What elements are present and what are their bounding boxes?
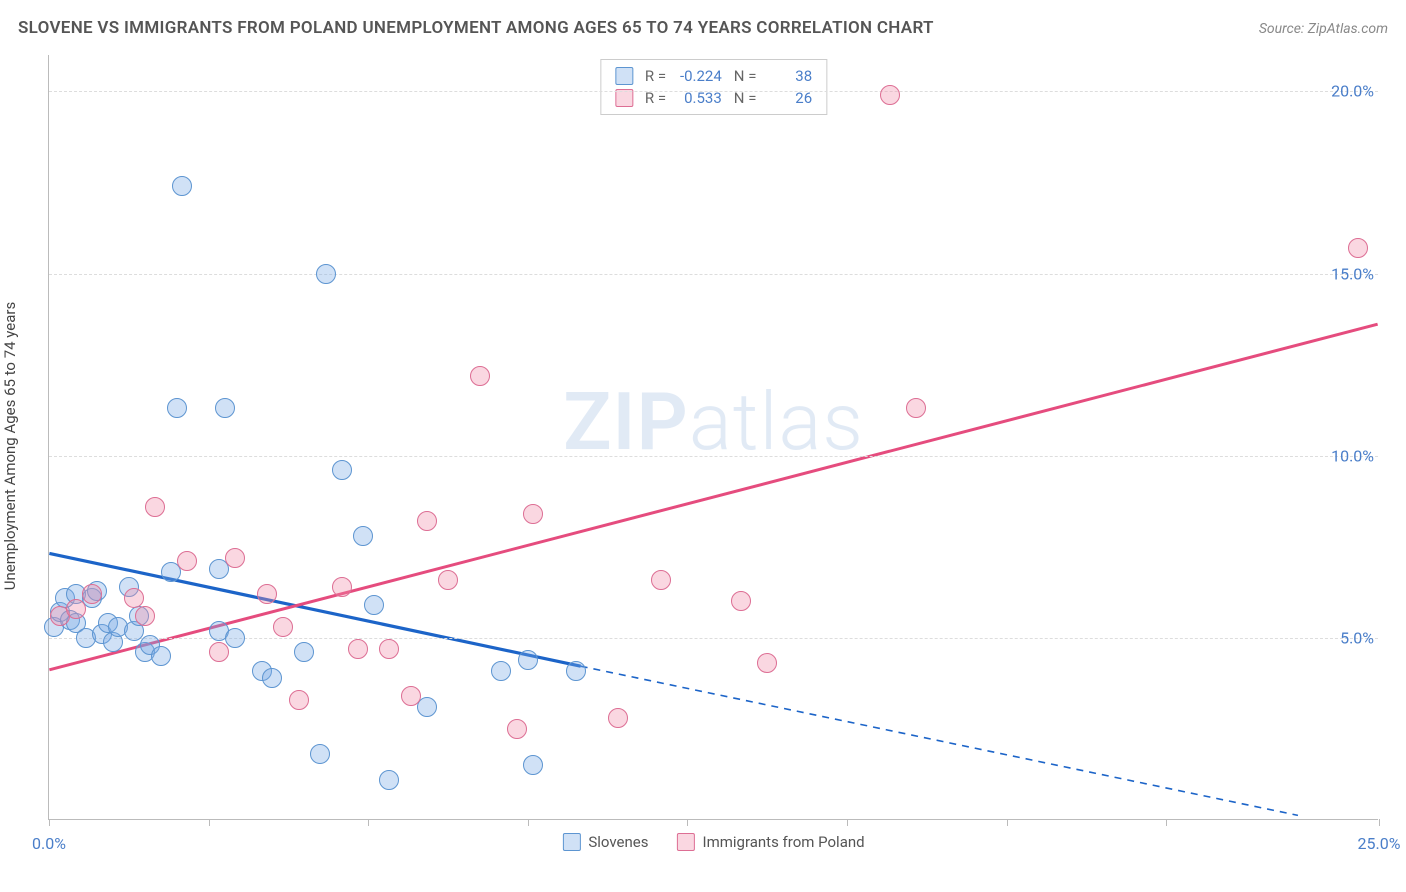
data-point (608, 708, 628, 728)
data-point (135, 606, 155, 626)
data-point (379, 770, 399, 790)
x-tick-label: 25.0% (1358, 834, 1401, 853)
data-point (177, 551, 197, 571)
legend-n-label: N = 38 (734, 67, 812, 85)
data-point (651, 570, 671, 590)
data-point (523, 504, 543, 524)
y-axis-title: Unemployment Among Ages 65 to 74 years (1, 302, 19, 590)
data-point (310, 744, 330, 764)
x-tick-mark (49, 819, 50, 826)
data-point (215, 398, 235, 418)
legend-label: Immigrants from Poland (702, 833, 864, 851)
data-point (348, 639, 368, 659)
legend-swatch (676, 833, 694, 851)
data-point (124, 588, 144, 608)
data-point (209, 642, 229, 662)
trend-line (49, 553, 580, 666)
data-point (379, 639, 399, 659)
data-point (82, 584, 102, 604)
data-point (289, 690, 309, 710)
x-tick-label: 0.0% (32, 834, 66, 853)
x-tick-mark (687, 819, 688, 826)
gridline (49, 274, 1378, 275)
data-point (332, 460, 352, 480)
watermark-rest: atlas (689, 375, 864, 469)
data-point (262, 668, 282, 688)
correlation-legend-row: R = 0.533N = 26 (615, 87, 812, 109)
data-point (731, 591, 751, 611)
chart-source: Source: ZipAtlas.com (1259, 21, 1388, 37)
data-point (491, 661, 511, 681)
watermark-bold: ZIP (563, 375, 689, 469)
data-point (273, 617, 293, 637)
data-point (566, 661, 586, 681)
data-point (172, 176, 192, 196)
legend-r-label: R = -0.224 (645, 67, 722, 85)
data-point (470, 366, 490, 386)
correlation-legend-row: R = -0.224 N = 38 (615, 65, 812, 87)
trend-lines (49, 55, 1378, 819)
chart-header: SLOVENE VS IMMIGRANTS FROM POLAND UNEMPL… (18, 18, 1388, 38)
data-point (523, 755, 543, 775)
x-tick-mark (1379, 819, 1380, 826)
y-tick-label: 20.0% (1331, 82, 1380, 101)
legend-item: Slovenes (562, 833, 648, 851)
data-point (225, 628, 245, 648)
data-point (364, 595, 384, 615)
data-point (401, 686, 421, 706)
data-point (518, 650, 538, 670)
legend-swatch (562, 833, 580, 851)
plot-area: ZIPatlas R = -0.224 N = 38 R = 0.533N = 26… (48, 55, 1378, 820)
x-tick-mark (209, 819, 210, 826)
legend-swatch (615, 67, 633, 85)
data-point (332, 577, 352, 597)
gridline (49, 638, 1378, 639)
trend-line-extrapolated (581, 666, 1298, 815)
legend-label: Slovenes (588, 833, 648, 851)
data-point (417, 511, 437, 531)
data-point (167, 398, 187, 418)
chart-title: SLOVENE VS IMMIGRANTS FROM POLAND UNEMPL… (18, 18, 934, 38)
data-point (294, 642, 314, 662)
correlation-legend: R = -0.224 N = 38 R = 0.533N = 26 (600, 59, 827, 115)
data-point (906, 398, 926, 418)
x-tick-mark (1007, 819, 1008, 826)
data-point (353, 526, 373, 546)
x-tick-mark (528, 819, 529, 826)
data-point (507, 719, 527, 739)
gridline (49, 456, 1378, 457)
x-tick-mark (847, 819, 848, 826)
data-point (225, 548, 245, 568)
data-point (145, 497, 165, 517)
series-legend: Slovenes Immigrants from Poland (562, 833, 864, 851)
gridline (49, 91, 1378, 92)
legend-n-value: 38 (760, 67, 812, 85)
legend-r-value: -0.224 (670, 67, 722, 85)
y-tick-label: 15.0% (1331, 264, 1380, 283)
data-point (316, 264, 336, 284)
legend-item: Immigrants from Poland (676, 833, 864, 851)
data-point (880, 85, 900, 105)
trend-line (49, 324, 1377, 670)
data-point (257, 584, 277, 604)
x-tick-mark (368, 819, 369, 826)
data-point (151, 646, 171, 666)
data-point (438, 570, 458, 590)
x-tick-mark (1166, 819, 1167, 826)
watermark: ZIPatlas (563, 375, 864, 469)
data-point (757, 653, 777, 673)
data-point (1348, 238, 1368, 258)
y-tick-label: 10.0% (1331, 446, 1380, 465)
y-tick-label: 5.0% (1340, 628, 1380, 647)
data-point (66, 599, 86, 619)
